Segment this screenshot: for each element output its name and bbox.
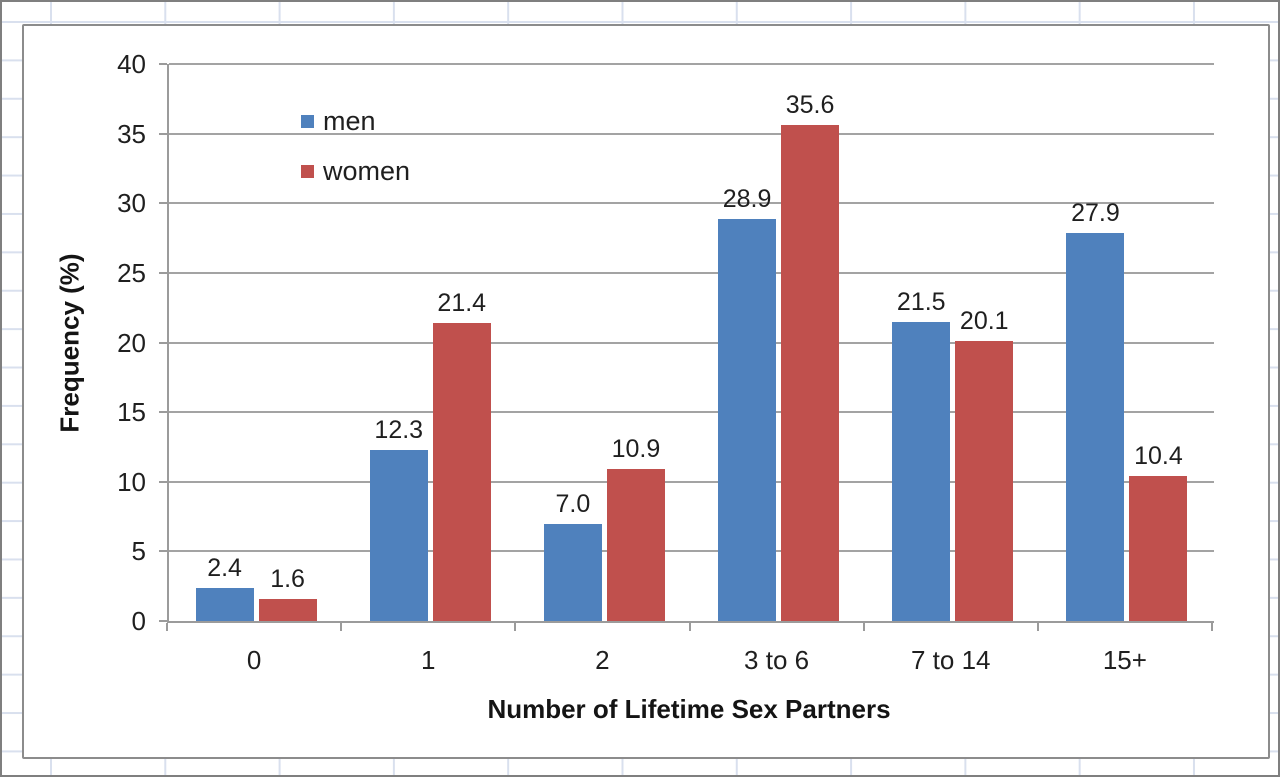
x-category-label-15+: 15+ — [1102, 645, 1147, 675]
x-axis-title: Number of Lifetime Sex Partners — [487, 694, 891, 724]
gridline-25 — [169, 271, 1214, 274]
y-tick-label-10: 10 — [117, 466, 146, 497]
legend-item-women[interactable]: women — [301, 156, 410, 187]
bar-men-7 to 14[interactable] — [892, 321, 951, 621]
x-category-label-2: 2 — [595, 645, 610, 675]
bar-men-0[interactable] — [195, 587, 254, 621]
y-tick-label-35: 35 — [117, 118, 146, 149]
y-tick-15 — [159, 411, 167, 414]
legend-swatch-men — [301, 115, 314, 128]
legend-item-men[interactable]: men — [301, 106, 376, 137]
bar-men-2[interactable] — [543, 523, 602, 621]
y-tick-label-15: 15 — [117, 397, 146, 428]
y-tick-0 — [159, 620, 167, 622]
y-tick-label-40: 40 — [117, 49, 146, 79]
bar-value-women-2: 10.9 — [611, 435, 661, 464]
bar-women-7 to 14[interactable] — [955, 341, 1014, 621]
bar-women-15+[interactable] — [1129, 476, 1188, 621]
bar-men-1[interactable] — [369, 449, 428, 621]
gridline-10 — [169, 480, 1214, 483]
x-tick-2 — [514, 623, 517, 631]
x-category-label-3 to 6: 3 to 6 — [744, 645, 810, 675]
legend-label-women: women — [323, 156, 411, 186]
bar-value-men-1: 12.3 — [374, 415, 424, 444]
gridline-40 — [169, 63, 1214, 65]
bar-value-men-0: 2.4 — [207, 553, 242, 582]
y-tick-35 — [159, 132, 167, 135]
y-tick-40 — [159, 63, 167, 65]
bar-value-women-0: 1.6 — [270, 564, 305, 593]
bar-value-women-7 to 14: 20.1 — [959, 307, 1009, 336]
bar-value-men-7 to 14: 21.5 — [896, 287, 946, 316]
plot-area: 2.4 12.3 7.0 28.9 21.5 27.9 1.6 21.4 10.9 35.6 20.… — [167, 63, 1214, 623]
x-tick-5 — [1036, 623, 1039, 631]
legend-swatch-women — [301, 165, 314, 178]
y-tick-label-0: 0 — [131, 606, 146, 636]
bar-value-men-3 to 6: 28.9 — [722, 184, 772, 213]
bar-value-men-2: 7.0 — [555, 489, 591, 518]
gridline-20 — [169, 341, 1214, 344]
x-category-label-7 to 14: 7 to 14 — [910, 645, 991, 675]
y-tick-label-25: 25 — [117, 257, 146, 288]
chart-object[interactable]: Frequency (%) Number of Lifetime Sex Par… — [22, 24, 1270, 759]
y-tick-5 — [159, 550, 167, 553]
bar-value-women-1: 21.4 — [437, 289, 487, 318]
bar-men-3 to 6[interactable] — [718, 218, 777, 621]
bar-women-0[interactable] — [258, 598, 317, 621]
gridline-30 — [169, 202, 1214, 205]
x-tick-4 — [862, 623, 865, 631]
y-tick-25 — [159, 271, 167, 274]
x-category-label-0: 0 — [246, 645, 262, 675]
x-tick-6 — [1211, 623, 1213, 631]
y-tick-label-20: 20 — [117, 327, 146, 358]
bar-value-women-15+: 10.4 — [1134, 442, 1183, 471]
bar-women-2[interactable] — [606, 469, 665, 621]
y-tick-label-30: 30 — [117, 188, 146, 219]
y-tick-10 — [159, 480, 167, 483]
x-tick-3 — [688, 623, 691, 631]
y-tick-30 — [159, 202, 167, 205]
x-category-label-1: 1 — [421, 645, 436, 675]
bar-men-15+[interactable] — [1066, 232, 1125, 621]
bar-women-3 to 6[interactable] — [781, 125, 840, 621]
x-tick-0 — [166, 623, 168, 631]
bar-women-1[interactable] — [432, 323, 491, 621]
bar-value-men-15+: 27.9 — [1071, 198, 1120, 227]
bar-value-women-3 to 6: 35.6 — [785, 91, 835, 120]
y-tick-20 — [159, 341, 167, 344]
gridline-35 — [169, 132, 1214, 135]
legend-label-men: men — [323, 106, 376, 136]
gridline-15 — [169, 411, 1214, 414]
gridline-5 — [169, 550, 1214, 553]
y-tick-label-5: 5 — [131, 536, 146, 567]
x-tick-1 — [340, 623, 343, 631]
